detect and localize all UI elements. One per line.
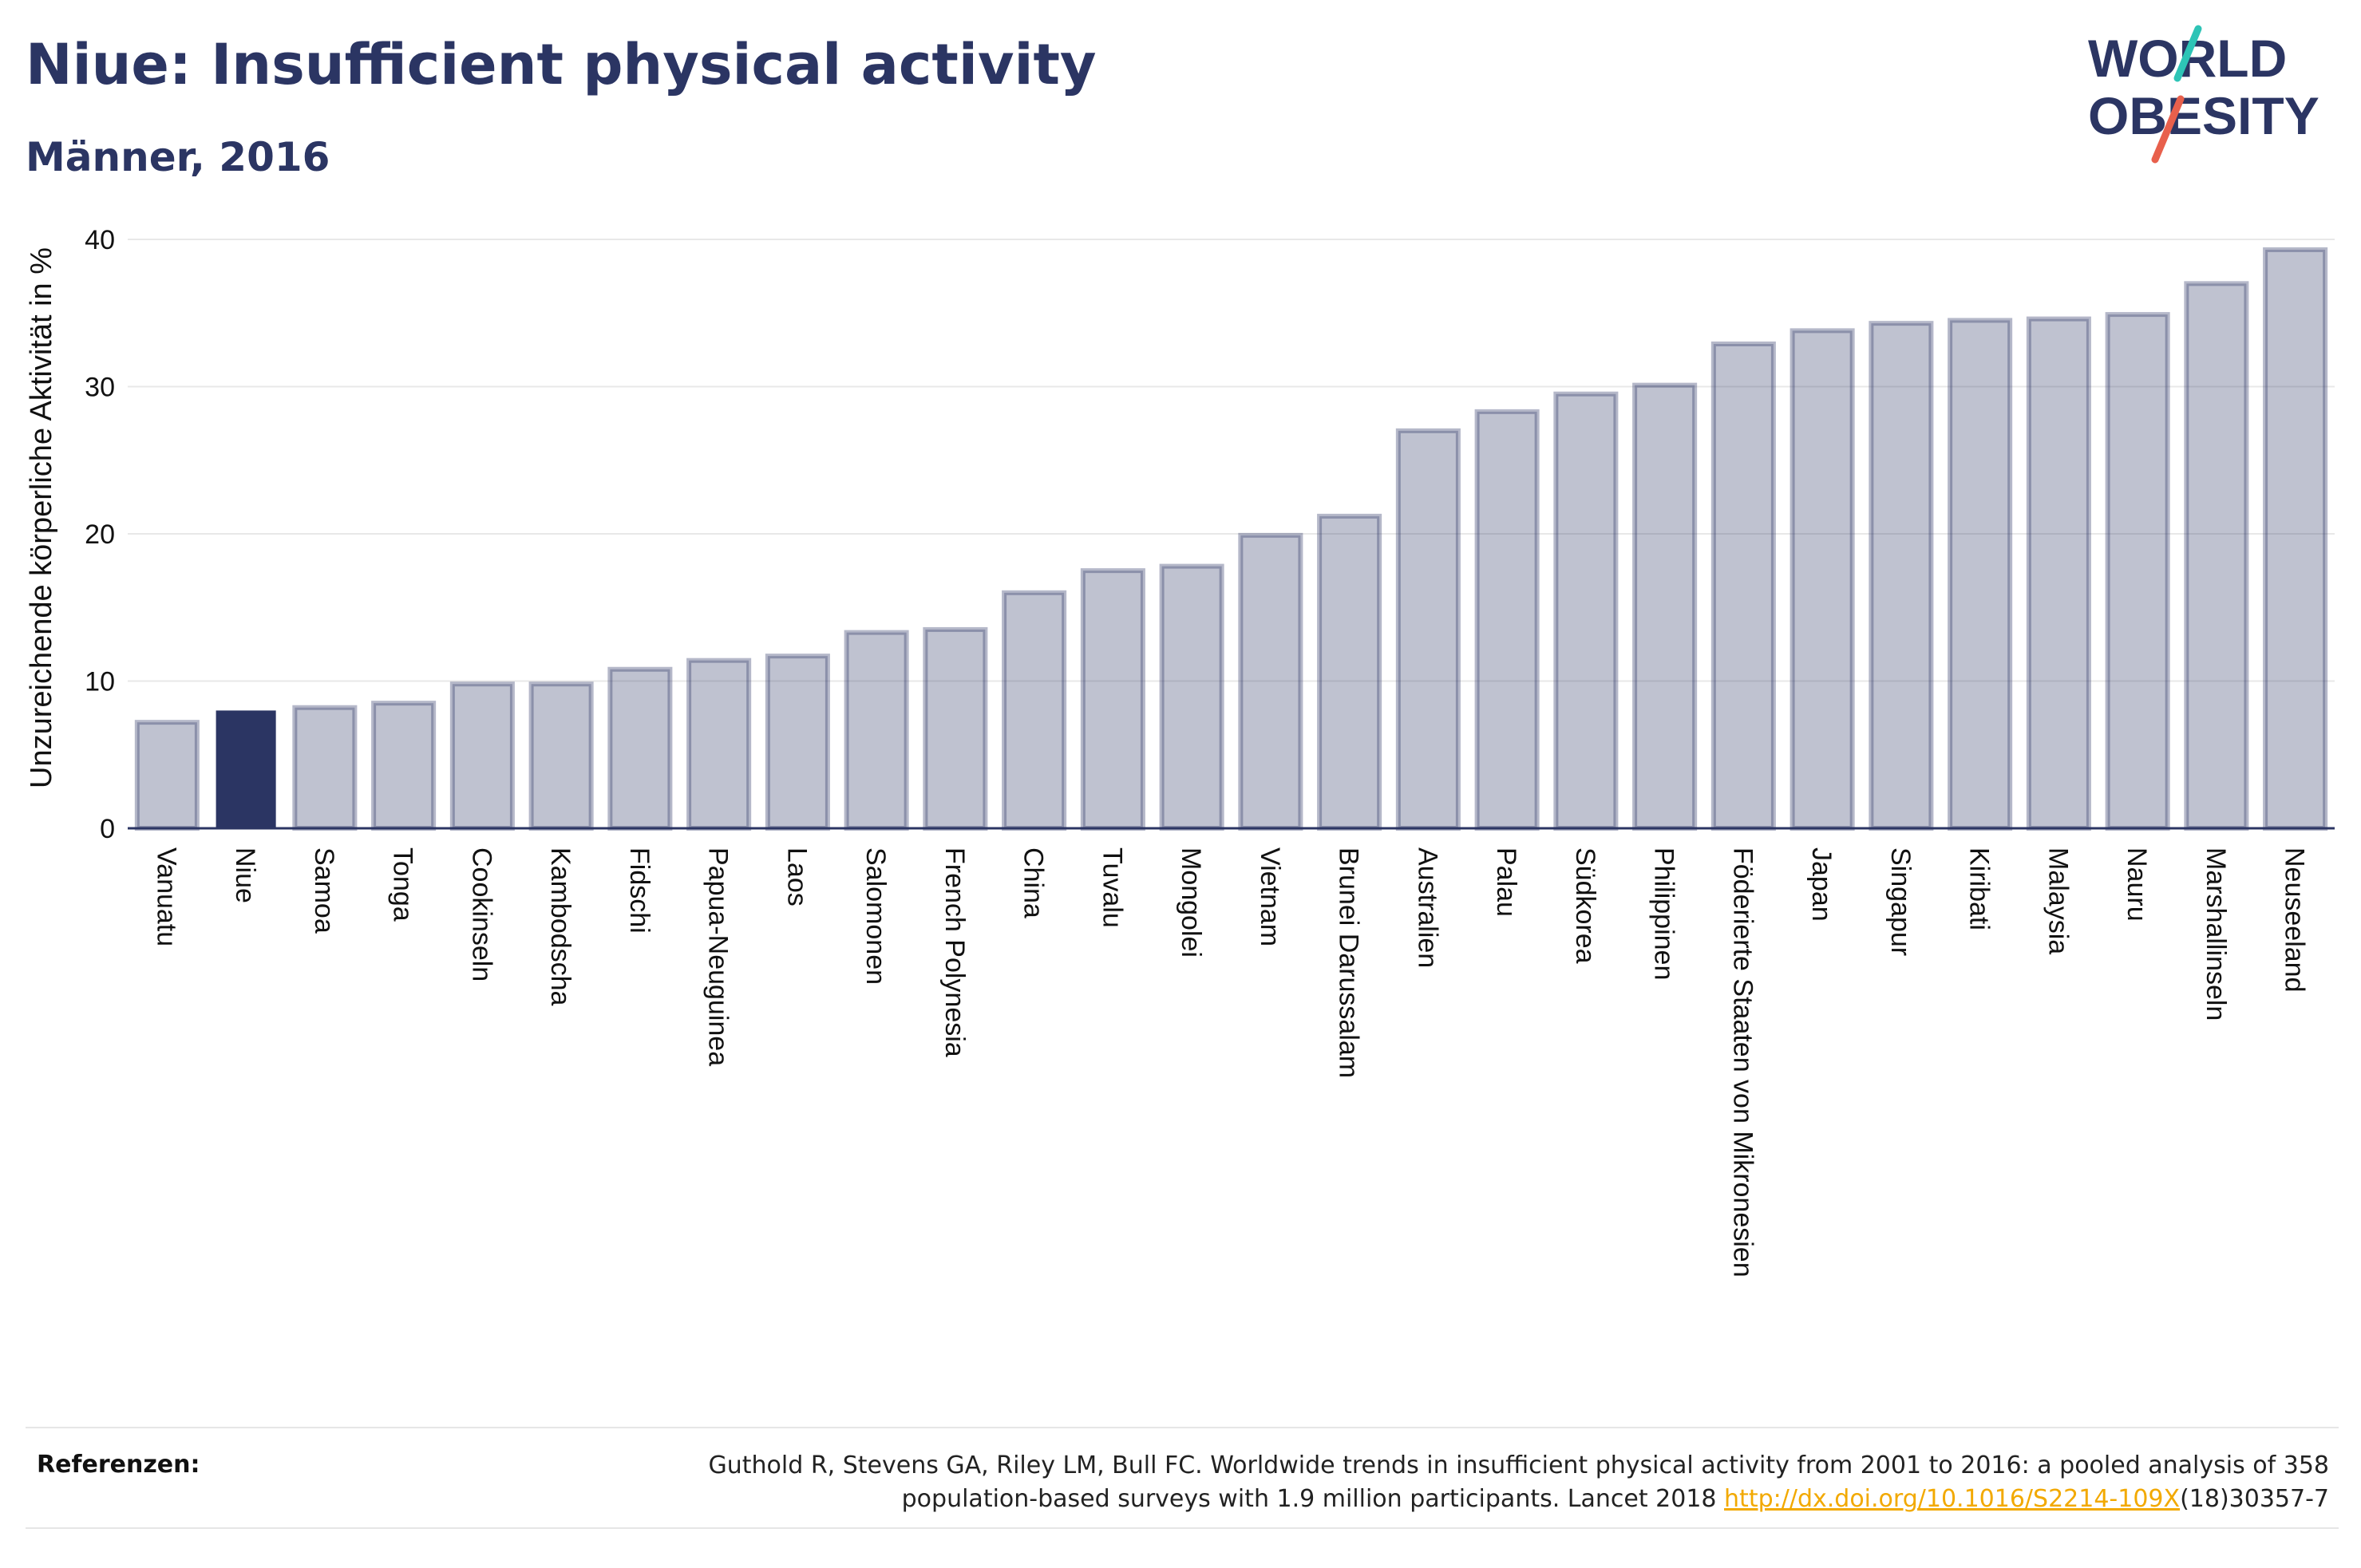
- y-tick-label: 30: [85, 373, 115, 403]
- page-subtitle: Männer, 2016: [26, 134, 330, 180]
- x-tick-label: Neuseeland: [2280, 847, 2310, 992]
- bar: [2184, 281, 2249, 831]
- x-tick-label: Palau: [1491, 847, 1521, 917]
- bar: [765, 654, 830, 831]
- references-label: Referenzen:: [37, 1451, 200, 1479]
- logo-slash-teal: [2173, 25, 2202, 82]
- bar: [844, 630, 909, 831]
- x-tick-label: Brunei Darussalam: [1334, 847, 1364, 1078]
- bar: [1002, 590, 1067, 831]
- x-tick-label: Singapur: [1885, 847, 1916, 956]
- bar: [2026, 316, 2091, 831]
- references-text: Guthold R, Stevens GA, Riley LM, Bull FC…: [573, 1449, 2329, 1516]
- x-tick-label: Japan: [1806, 847, 1837, 922]
- bar: [371, 701, 437, 831]
- bar: [923, 626, 988, 831]
- bar: [449, 681, 515, 831]
- bar: [1080, 568, 1145, 831]
- references-line1: Guthold R, Stevens GA, Riley LM, Bull FC…: [708, 1451, 2329, 1479]
- references-footer: Referenzen: Guthold R, Stevens GA, Riley…: [26, 1427, 2339, 1529]
- x-tick-label: Niue: [230, 847, 260, 903]
- x-tick-label: Südkorea: [1570, 847, 1600, 964]
- x-tick-label: French Polynesia: [939, 847, 970, 1057]
- bar: [1395, 428, 1461, 831]
- bar-chart: 0 10 20 30 40 Vanuatu Niue Samoa Tonga Cookinsel…: [25, 225, 2335, 1278]
- x-tick-label: Papua-Neuguinea: [703, 847, 734, 1066]
- x-tick-label: Malaysia: [2043, 847, 2073, 954]
- logo-slash-coral: [2151, 95, 2185, 164]
- bar: [1238, 532, 1303, 831]
- x-tick-label: Kiribati: [1964, 847, 1995, 930]
- x-tick-label: Kambodscha: [545, 847, 575, 1006]
- bars: [134, 247, 2328, 831]
- x-tick-label: Tonga: [388, 847, 418, 922]
- x-tick-label: China: [1018, 847, 1049, 918]
- x-axis-labels: Vanuatu Niue Samoa Tonga Cookinseln Kambodsch…: [151, 847, 2309, 1278]
- x-tick-label: Nauru: [2122, 847, 2152, 922]
- bar: [1710, 341, 1776, 831]
- y-tick-label: 10: [85, 667, 115, 697]
- grid-lines: [128, 239, 2335, 682]
- x-tick-label: Föderierte Staaten von Mikronesien: [1727, 847, 1758, 1278]
- bar: [134, 720, 200, 831]
- y-axis-label: Unzureichende körperliche Aktivität in %: [25, 247, 58, 788]
- bar-highlight: [216, 710, 276, 828]
- doi-link[interactable]: http://dx.doi.org/10.1016/S2214-109X: [1724, 1485, 2181, 1513]
- bar: [1869, 321, 1934, 831]
- x-tick-label: Salomonen: [860, 847, 891, 985]
- bar: [2105, 312, 2170, 831]
- bar: [292, 705, 358, 831]
- page-title: Niue: Insufficient physical activity: [26, 32, 1097, 97]
- y-tick-label: 40: [85, 225, 115, 255]
- y-tick-label: 20: [85, 519, 115, 550]
- x-tick-label: Vietnam: [1255, 847, 1285, 946]
- x-tick-label: Marshallinseln: [2201, 847, 2231, 1021]
- y-tick-label: 0: [100, 814, 115, 844]
- bar: [1790, 328, 1855, 831]
- bar: [607, 666, 673, 831]
- x-tick-label: Tuvalu: [1097, 847, 1127, 928]
- bar: [1317, 513, 1382, 831]
- logo-word-obesity: OBESITY: [2088, 86, 2319, 145]
- world-obesity-logo: WORLD OBESITY: [2088, 25, 2319, 164]
- x-tick-label: Mongolei: [1176, 847, 1206, 958]
- x-tick-label: Fidschi: [624, 847, 655, 934]
- bar: [686, 658, 752, 831]
- y-axis-ticks: 0 10 20 30 40: [85, 225, 115, 844]
- bar: [2263, 247, 2328, 831]
- x-tick-label: Laos: [781, 847, 812, 906]
- x-tick-label: Cookinseln: [466, 847, 496, 981]
- x-tick-label: Australien: [1412, 847, 1442, 968]
- x-tick-label: Vanuatu: [151, 847, 181, 946]
- bar: [1159, 563, 1224, 831]
- bar: [1948, 318, 2013, 831]
- x-tick-label: Philippinen: [1649, 847, 1679, 980]
- bar: [1632, 382, 1698, 831]
- references-line2: population-based surveys with 1.9 millio…: [901, 1485, 1725, 1513]
- bar: [1474, 409, 1540, 831]
- bar: [528, 681, 594, 831]
- bar: [1553, 391, 1619, 831]
- references-line2-suffix: (18)30357-7: [2180, 1485, 2329, 1513]
- x-tick-label: Samoa: [309, 847, 339, 934]
